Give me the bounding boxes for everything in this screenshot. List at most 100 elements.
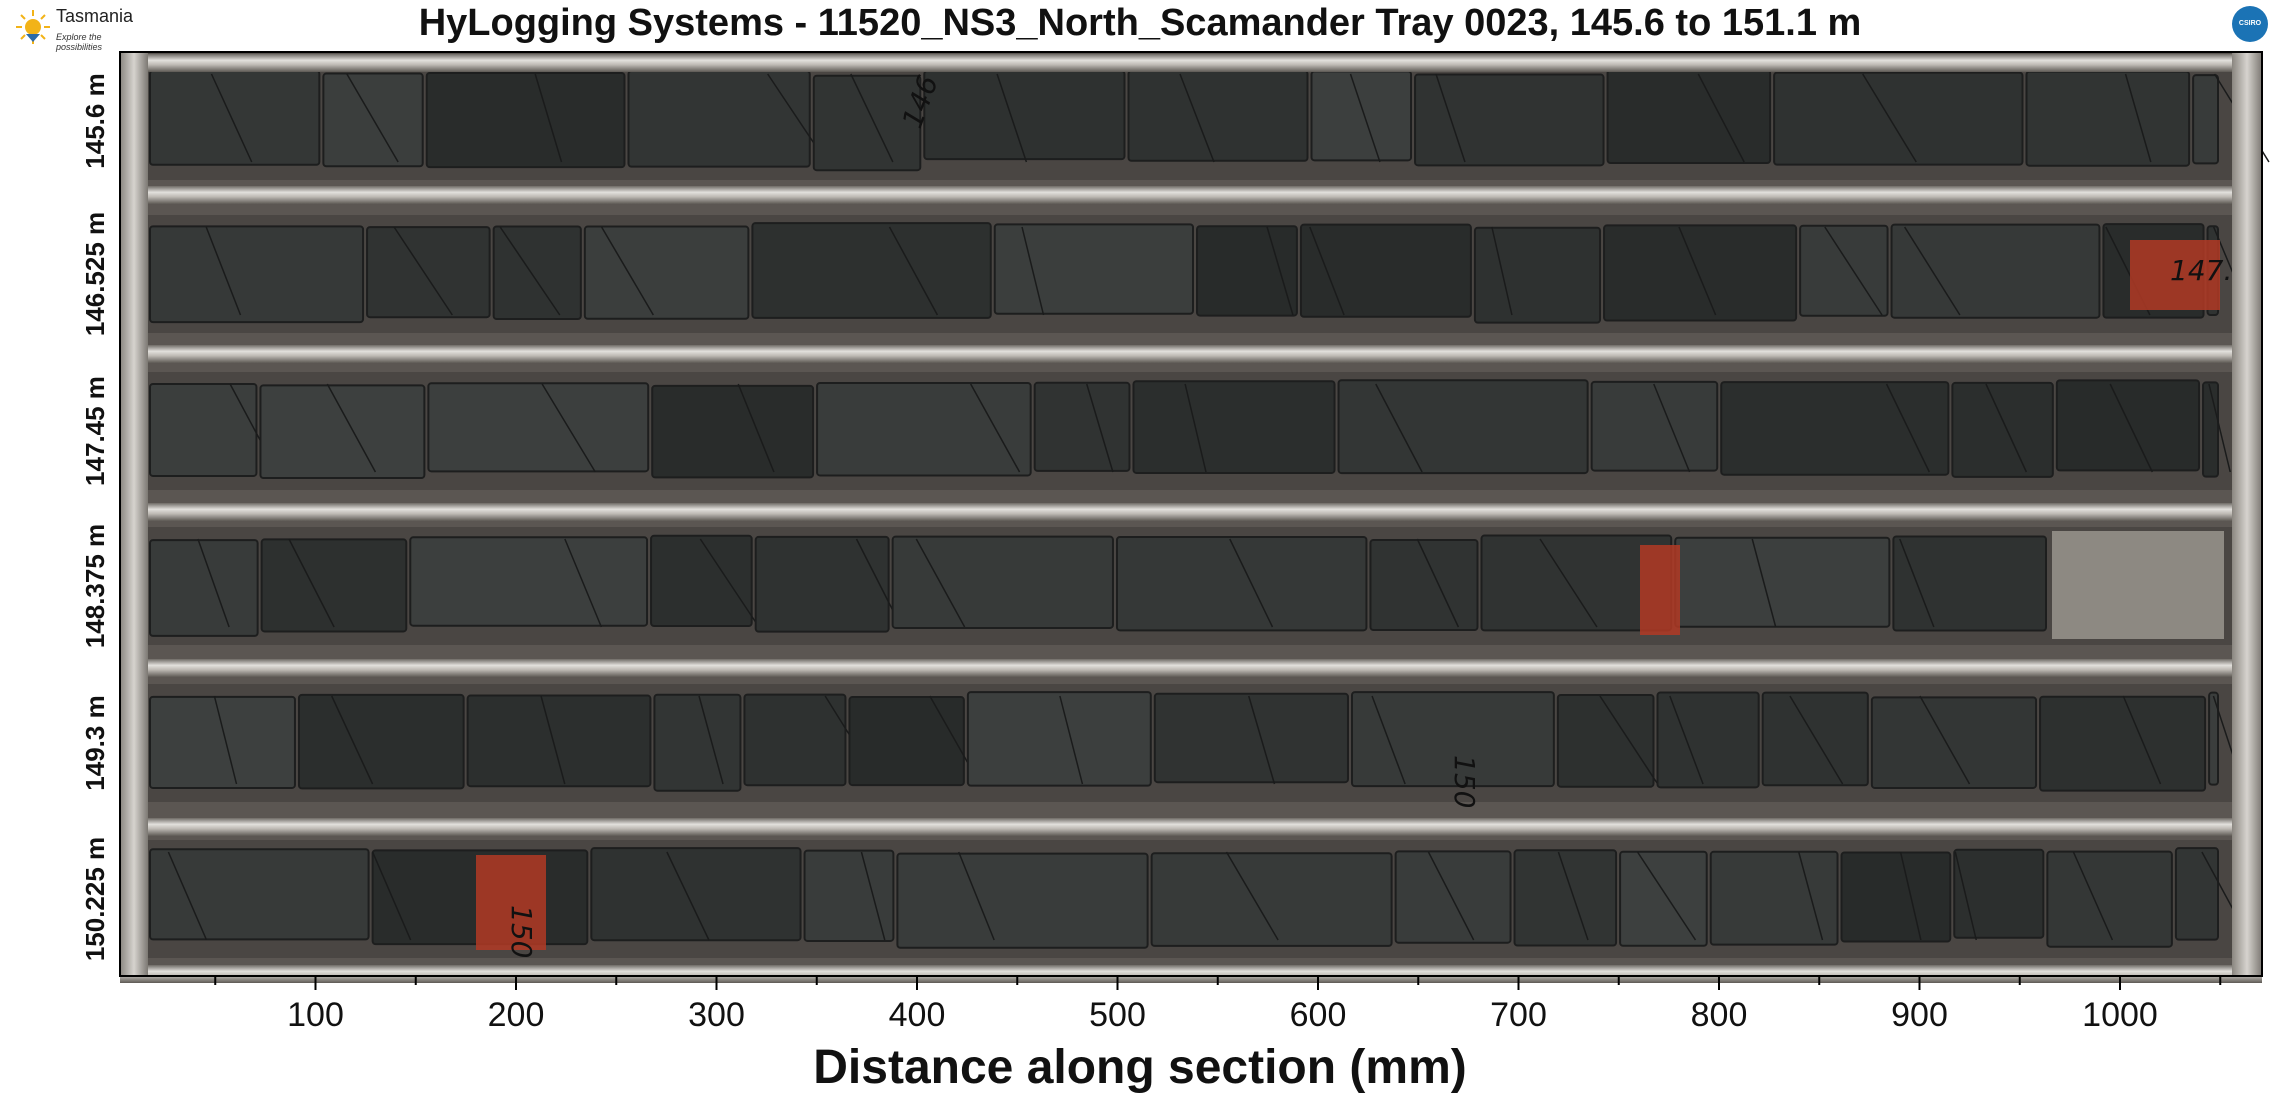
core-piece [466,694,652,788]
x-tick-label: 800 [1691,996,1748,1034]
core-piece [1150,852,1393,947]
depth-label: 149.3 m [80,695,110,790]
core-piece [993,223,1195,315]
core-piece [627,70,811,168]
core-piece [812,74,922,172]
core-piece [1709,850,1839,946]
fracture-line [888,226,939,316]
fracture-line [1309,226,1345,316]
fracture-line [1885,383,1930,473]
core-piece [366,226,491,319]
fracture-line [970,383,1021,473]
core-piece [1337,379,1589,475]
sample-tag [476,855,546,950]
x-tick-label: 900 [1891,996,1948,1034]
fracture-line [564,538,603,628]
fracture-line [1899,851,1922,941]
fracture-line [1371,695,1406,785]
core-piece [1890,223,2101,319]
fracture-line [1899,538,1935,628]
fracture-line [1862,73,1917,163]
empty-tray-section [2052,531,2224,639]
core-piece [2039,695,2207,792]
fracture-line [1225,851,1279,941]
depth-labels: 145.6 m 146.525 m 147.45 m 148.375 m 149.3 m… [80,73,110,961]
core-piece [1310,70,1413,162]
core-piece [1840,851,1952,943]
fracture-line [1751,538,1777,628]
fracture-line [1021,226,1045,316]
x-tick-label: 700 [1490,996,1547,1034]
fracture-line [1636,851,1697,941]
fracture-line [205,226,242,316]
tray-rail [120,818,2262,836]
core-piece [427,382,650,473]
core-piece [803,849,895,942]
core-piece [1556,693,1655,788]
fracture-line [600,226,654,316]
tray-rail [120,345,2262,363]
x-axis: 100 200 300 400 500 600 700 800 900 1000 [119,51,2263,1034]
fracture-line [541,383,596,473]
tasmania-logo-icon [16,10,50,44]
tray-rail [120,54,2262,72]
fracture-line [1985,383,2028,473]
core-piece [590,847,802,942]
core-piece [149,695,296,789]
core-piece [2174,847,2219,941]
tray-side-right [2232,52,2262,976]
fracture-line [1229,538,1274,628]
fracture-line [331,695,374,785]
core-piece [1513,849,1618,947]
fracture-line [1599,695,1659,785]
tray-rail [120,965,2262,983]
fracture-line [1491,226,1513,316]
core-piece [816,382,1032,477]
fracture-line [1824,226,1883,316]
core-piece [1674,536,1891,628]
core-piece [1127,69,1309,162]
fracture-line [1653,383,1691,473]
plot-frame [119,51,2263,977]
core-piece [751,222,992,319]
core-piece [2046,850,2173,948]
page-title: HyLogging Systems - 11520_NS3_North_Scam… [418,2,1862,44]
core-piece [923,70,1126,161]
fracture-line [210,73,253,163]
tasmania-logo-text: Tasmania [56,6,134,26]
fracture-line [2208,383,2231,473]
fracture-line [1697,73,1745,163]
fracture-line [346,73,399,163]
core-piece [848,696,965,787]
core-piece [1799,224,1889,317]
fracture-line [1904,226,1961,316]
fracture-line [915,538,966,628]
x-tick-label: 100 [287,996,344,1034]
fracture-line [2122,695,2162,785]
core-piece [260,538,408,633]
core-piece [1892,535,2048,632]
fracture-line [288,538,335,628]
sample-tag [1640,545,1680,635]
core-piece [425,71,626,169]
x-tick-label: 600 [1290,996,1347,1034]
fracture-line [1266,226,1294,316]
fracture-line [699,538,760,628]
fracture-line [2072,851,2114,941]
fracture-line [197,538,230,628]
fracture-line [1375,383,1423,473]
x-tick-label: 200 [488,996,545,1034]
core-piece [1394,850,1512,944]
core-marking: 150 [505,905,538,958]
core-piece [1153,692,1349,784]
core-piece [1414,73,1605,167]
fracture-line [1349,73,1381,163]
core-piece [653,693,742,792]
core-piece [1603,224,1798,322]
fracture-line [540,695,566,785]
fracture-line [534,73,563,163]
tasmania-logo-tagline: Explore the possibilities [56,32,103,52]
fracture-line [958,851,995,941]
